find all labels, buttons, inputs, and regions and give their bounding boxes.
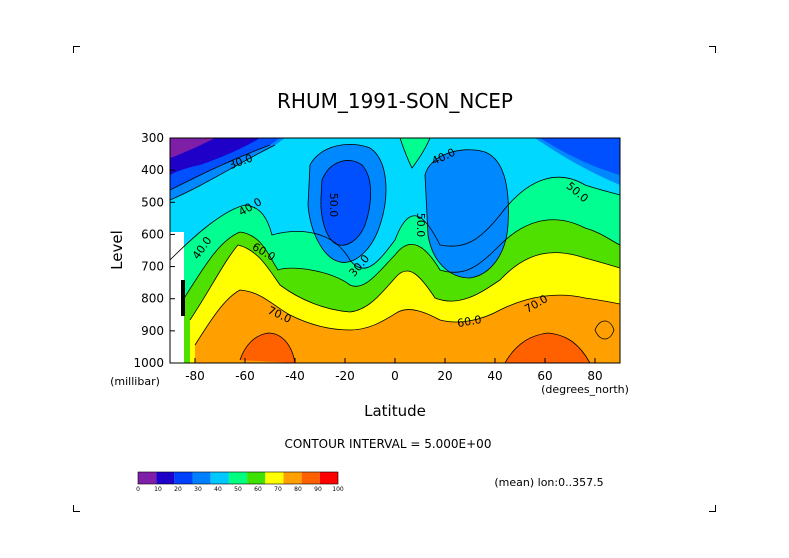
colorbar-frame (137, 471, 339, 485)
x-tick-label: -20 (335, 369, 355, 383)
colorbar-tick-label: 50 (234, 486, 242, 493)
colorbar-swatch (319, 472, 338, 484)
y-tick-label: 600 (141, 227, 164, 241)
colorbar-swatch (283, 472, 302, 484)
corner-mark-bottom-right (709, 505, 716, 512)
colorbar-swatch (138, 472, 157, 484)
colorbar-tick-label: 90 (314, 486, 322, 493)
y-axis-unit: (millibar) (110, 375, 160, 388)
x-tick-label: 60 (537, 369, 552, 383)
contour-line (170, 144, 276, 201)
contour-line (594, 320, 615, 340)
colorbar: 0 10 20 30 40 50 60 70 80 90 100 (136, 471, 344, 493)
colorbar-tick-label: 40 (214, 486, 222, 493)
contour-line (239, 332, 296, 363)
contour-line (170, 144, 271, 191)
contour-line (307, 144, 387, 263)
corner-mark-top-right (709, 46, 716, 53)
contour-line (189, 244, 620, 321)
y-tick-label: 400 (141, 163, 164, 177)
x-axis-unit: (degrees_north) (541, 383, 629, 396)
colorbar-swatch (301, 472, 320, 484)
contour-line (504, 332, 591, 363)
colorbar-tick-label: 70 (274, 486, 282, 493)
colorbar-swatch (174, 472, 193, 484)
x-tick-label: -40 (285, 369, 305, 383)
colorbar-swatch (228, 472, 248, 484)
contour-line (194, 289, 620, 346)
contour-value-label: 50.0 (327, 193, 340, 218)
colorbar-tick-label: 30 (194, 486, 202, 493)
contour-field (170, 138, 620, 363)
contour-value-label: 60.0 (456, 313, 482, 330)
x-tick-label: 80 (587, 369, 602, 383)
chart-title: RHUM_1991-SON_NCEP (277, 89, 513, 113)
x-tick-label: -80 (185, 369, 205, 383)
colorbar-tick-label: 80 (294, 486, 302, 493)
contour-interval: CONTOUR INTERVAL = 5.000E+00 (285, 437, 492, 451)
missing-data-marker (181, 280, 185, 316)
contour-line (182, 219, 620, 301)
corner-mark-top-left (73, 46, 80, 53)
mean-annotation: (mean) lon:0..357.5 (494, 476, 603, 489)
band-90 (240, 333, 590, 363)
y-tick-label: 700 (141, 260, 164, 274)
x-axis-label: Latitude (364, 402, 426, 420)
y-tick-label: 800 (141, 292, 164, 306)
contour-line (170, 176, 620, 269)
colorbar-tick-label: 100 (332, 486, 344, 493)
y-axis-label: Level (108, 230, 126, 270)
y-tick-label: 900 (141, 324, 164, 338)
colorbar-tick-label: 20 (174, 486, 182, 493)
colorbar-tick-label: 10 (154, 486, 162, 493)
contour-line (399, 138, 431, 169)
y-tick-label: 300 (141, 131, 164, 145)
contour-line (320, 160, 371, 246)
corner-mark-bottom-left (73, 505, 80, 512)
colorbar-swatch (265, 472, 284, 484)
x-tick-label: 20 (437, 369, 452, 383)
wedge-50-eq (400, 138, 430, 168)
colorbar-swatch (156, 472, 175, 484)
band-80 (195, 290, 620, 363)
y-tick-label: 500 (141, 195, 164, 209)
contour-line (424, 149, 509, 279)
core-30-south (320, 160, 371, 246)
core-40-north (425, 149, 509, 278)
colorbar-tick-label: 0 (136, 486, 140, 493)
x-tick-label: 0 (391, 369, 399, 383)
y-tick-label: 1000 (133, 356, 164, 370)
x-tick-label: -60 (235, 369, 255, 383)
colorbar-swatch (247, 472, 266, 484)
band-0-purple (170, 138, 215, 158)
colorbar-swatch (210, 472, 229, 484)
contour-value-label: 50.0 (414, 213, 427, 238)
colorbar-swatch (192, 472, 211, 484)
missing-data-strip (170, 232, 184, 363)
x-tick-label: 40 (487, 369, 502, 383)
colorbar-tick-label: 60 (254, 486, 262, 493)
